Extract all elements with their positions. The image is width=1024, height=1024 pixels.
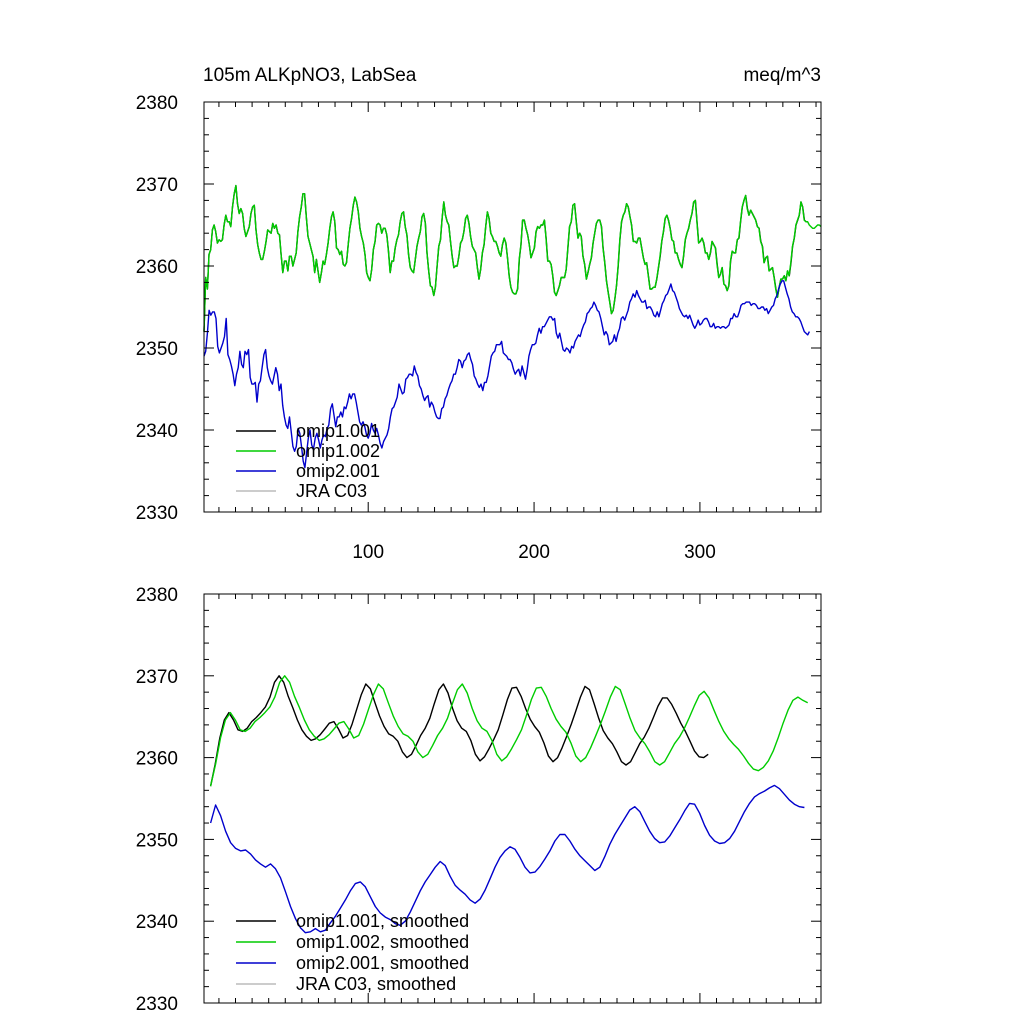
figure-title: 105m ALKpNO3, LabSea [203,65,417,86]
series-line-0-2 [203,280,811,469]
series-line-1-0 [209,675,709,787]
y-tick-label: 2330 [136,503,178,524]
y-tick-label: 2360 [136,749,178,770]
plot-frame-1 [203,593,822,1004]
x-tick-label: 300 [684,542,716,563]
y-tick-label: 2340 [136,912,178,933]
figure-units: meq/m^3 [743,65,821,86]
y-tick-label: 2340 [136,421,178,442]
panel-smoothed: 2330 2340 2350 2360 2370 2380 omip1.001, smoot… [136,585,822,1015]
panel-raw: 2330 2340 2350 2360 2370 2380 100 200 300 omip1.0… [136,93,822,563]
legend-label-0-1: omip1.002 [296,441,380,461]
series-line-0-1 [203,184,822,332]
legend-label-1-1: omip1.002, smoothed [296,932,469,952]
y-tick-label: 2330 [136,994,178,1015]
legend-label-1-0: omip1.001, smoothed [296,911,469,931]
y-tick-label: 2350 [136,830,178,851]
legend-label-1-3: JRA C03, smoothed [296,974,456,994]
x-tick-label: 100 [352,542,384,563]
y-tick-label: 2370 [136,667,178,688]
plot-frame-0 [203,101,822,513]
y-tick-label: 2380 [136,93,178,114]
legend-label-0-0: omip1.001 [296,421,380,441]
series-line-1-1 [209,675,809,787]
y-tick-label: 2370 [136,175,178,196]
y-tick-label: 2360 [136,257,178,278]
x-tick-label: 200 [518,542,550,563]
y-tick-label: 2380 [136,585,178,606]
legend-label-0-3: JRA C03 [296,481,367,501]
y-tick-label: 2350 [136,339,178,360]
series-line-1-2 [209,784,805,934]
legend-label-1-2: omip2.001, smoothed [296,953,469,973]
legend-label-0-2: omip2.001 [296,461,380,481]
